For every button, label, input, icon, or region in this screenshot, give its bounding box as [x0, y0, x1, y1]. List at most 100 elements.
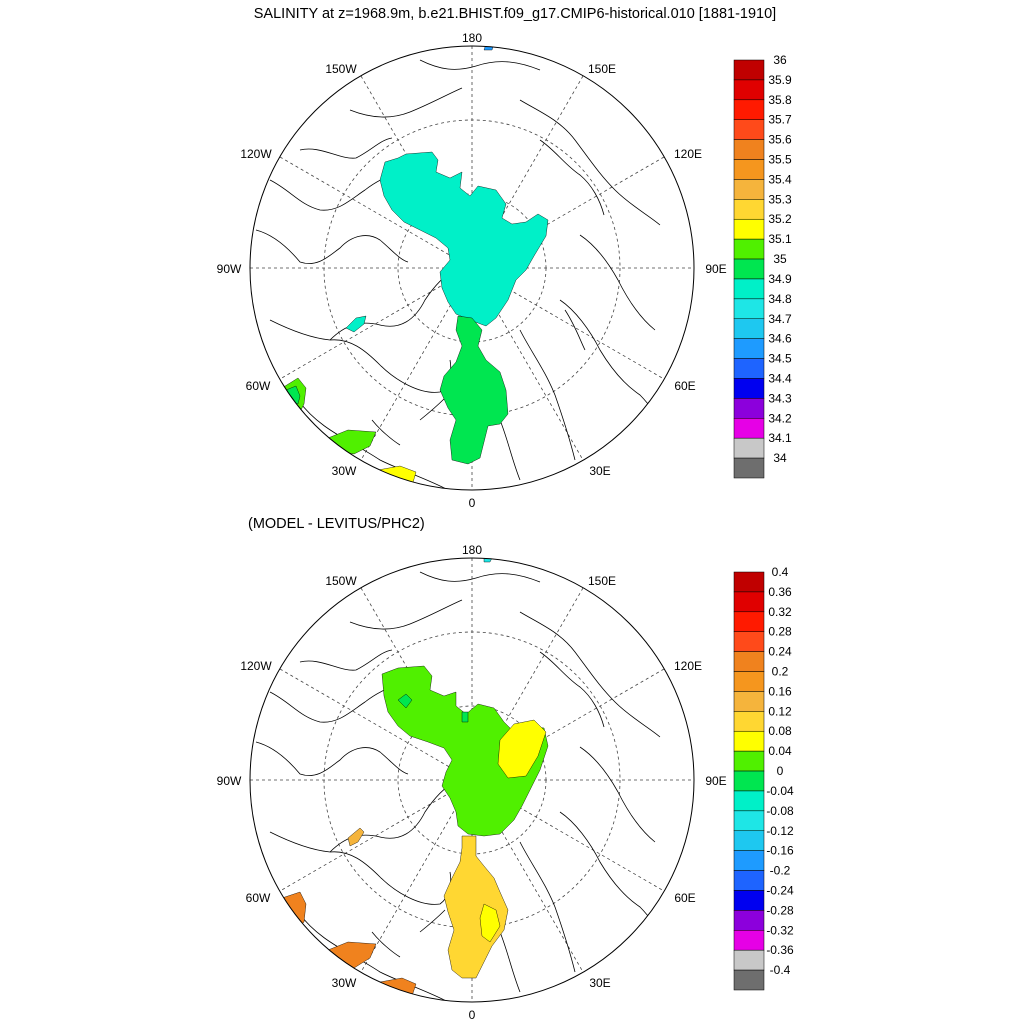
bottom-colorbar-label: 0 — [777, 764, 784, 778]
top-colorbar-swatch — [733, 338, 765, 359]
top-colorbar-label: 34.4 — [768, 371, 792, 385]
bottom-colorbar-label: -0.2 — [770, 864, 791, 878]
bottom-colorbar-swatch — [733, 571, 765, 593]
lon-label-150w: 150W — [325, 574, 357, 588]
top-colorbar-label: 34 — [773, 451, 787, 465]
bottom-colorbar-swatch — [733, 949, 765, 971]
lon-label-60e: 60E — [674, 379, 695, 393]
bottom-colorbar-swatch — [733, 711, 765, 732]
bottom-colorbar-label: -0.4 — [770, 963, 791, 977]
lon-label-120e: 120E — [674, 659, 702, 673]
lon-label-150w: 150W — [325, 62, 357, 76]
bottom-colorbar-swatch — [733, 631, 765, 652]
bottom-colorbar-label: 0.04 — [768, 744, 792, 758]
bottom-colorbar-swatch — [733, 770, 765, 792]
bottom-colorbar-swatch — [733, 810, 765, 832]
top-colorbar-swatch — [733, 218, 765, 240]
top-colorbar-swatch — [733, 119, 765, 140]
bottom-colorbar-swatch — [733, 750, 765, 772]
top-colorbar-label: 35.2 — [768, 212, 792, 226]
bottom-colorbar-swatch — [733, 691, 765, 712]
bottom-colorbar-label: 0.12 — [768, 704, 792, 718]
top-colorbar-label: 34.7 — [768, 312, 792, 326]
bottom-colorbar-label: 0.16 — [768, 684, 792, 698]
top-colorbar-label: 35 — [773, 252, 787, 266]
bottom-fram-strait-core — [479, 903, 501, 943]
top-colorbar-label: 35.5 — [768, 153, 792, 167]
bottom-colorbar-label: -0.12 — [766, 824, 794, 838]
lon-label-180: 180 — [462, 31, 482, 45]
lon-label-60w: 60W — [246, 891, 271, 905]
lon-label-120w: 120W — [240, 147, 272, 161]
top-colorbar-label: 35.8 — [768, 93, 792, 107]
bottom-anomaly-field — [281, 558, 549, 999]
top-fram-strait-region — [439, 315, 509, 465]
top-colorbar-swatch — [733, 457, 765, 479]
bottom-colorbar-swatch — [733, 790, 765, 812]
bottom-colorbar-label: 0.2 — [772, 665, 789, 679]
bottom-map-panel: 180 0 150W 150E 120W 120E 90W 90E 60W 60… — [217, 543, 794, 1022]
top-colorbar-label: 34.3 — [768, 391, 792, 405]
top-colorbar-label: 34.9 — [768, 272, 792, 286]
top-colorbar-label: 35.3 — [768, 192, 792, 206]
top-colorbar-label: 35.9 — [768, 73, 792, 87]
lon-label-60w: 60W — [246, 379, 271, 393]
lon-label-150e: 150E — [588, 574, 616, 588]
top-colorbar-swatch — [733, 99, 765, 120]
bottom-colorbar-swatch — [733, 830, 765, 851]
bottom-colorbar-label: -0.36 — [766, 943, 794, 957]
bottom-cool-dot-2 — [461, 711, 469, 723]
lon-label-90w: 90W — [217, 262, 242, 276]
bottom-baffin-patch — [347, 827, 365, 847]
top-colorbar-swatch — [733, 238, 765, 260]
top-colorbar-swatch — [733, 358, 765, 379]
lon-label-120w: 120W — [240, 659, 272, 673]
top-colorbar-swatch — [733, 179, 765, 200]
bottom-colorbar-label: -0.16 — [766, 844, 794, 858]
bottom-cool-dot-1 — [397, 693, 413, 709]
bottom-iceland-patch — [379, 977, 417, 999]
top-map-panel: 180 0 150W 150E 120W 120E 90W 90E 60W 60… — [217, 31, 792, 510]
bottom-map-border — [249, 557, 695, 1003]
top-colorbar-swatch — [733, 318, 765, 339]
top-colorbar-swatch — [733, 437, 765, 459]
bottom-basin-region — [381, 665, 549, 837]
lon-label-90e: 90E — [705, 774, 726, 788]
top-colorbar-label: 35.4 — [768, 172, 792, 186]
bottom-labrador-region — [281, 891, 307, 931]
bottom-fram-strait-region — [443, 835, 509, 979]
top-colorbar-swatch — [733, 79, 765, 101]
lon-label-30w: 30W — [332, 464, 357, 478]
top-colorbar-swatch — [733, 139, 765, 160]
top-colorbar-swatch — [733, 278, 765, 300]
lon-label-90w: 90W — [217, 774, 242, 788]
bottom-colorbar-swatch — [733, 651, 765, 672]
bottom-lon-labels: 180 0 150W 150E 120W 120E 90W 90E 60W 60… — [217, 543, 727, 1022]
top-small-patch — [345, 315, 367, 333]
bottom-warm-patch-east — [497, 719, 547, 779]
lon-label-60e: 60E — [674, 891, 695, 905]
top-colorbar-swatch — [733, 398, 765, 419]
bottom-colorbar-label: -0.04 — [766, 784, 794, 798]
plot-title: SALINITY at z=1968.9m, b.e21.BHIST.f09_g… — [254, 6, 776, 22]
top-colorbar-swatch — [733, 378, 765, 399]
top-colorbar-swatch — [733, 298, 765, 320]
lon-label-30w: 30W — [332, 976, 357, 990]
lon-label-150e: 150E — [588, 62, 616, 76]
top-colorbar-label: 34.1 — [768, 431, 792, 445]
bottom-colorbar-label: -0.32 — [766, 923, 794, 937]
bottom-colorbar-label: 0.24 — [768, 645, 792, 659]
bottom-colorbar-swatch — [733, 591, 765, 613]
lon-label-30e: 30E — [589, 464, 610, 478]
bottom-colorbar-swatch — [733, 930, 765, 951]
bottom-colorbar-swatch — [733, 910, 765, 931]
top-basin-region — [379, 151, 549, 327]
bottom-colorbar-label: 0.08 — [768, 724, 792, 738]
bottom-colorbar-label: 0.32 — [768, 605, 792, 619]
bottom-colorbar-label: -0.24 — [766, 883, 794, 897]
top-colorbar: 36 35.9 35.8 35.7 35.6 35.5 35.4 35.3 35.2 35.1 35… — [733, 53, 792, 479]
lon-label-30e: 30E — [589, 976, 610, 990]
bottom-colorbar-swatch — [733, 969, 765, 991]
top-salinity-field — [281, 46, 549, 489]
bottom-colorbar-swatch — [733, 850, 765, 871]
